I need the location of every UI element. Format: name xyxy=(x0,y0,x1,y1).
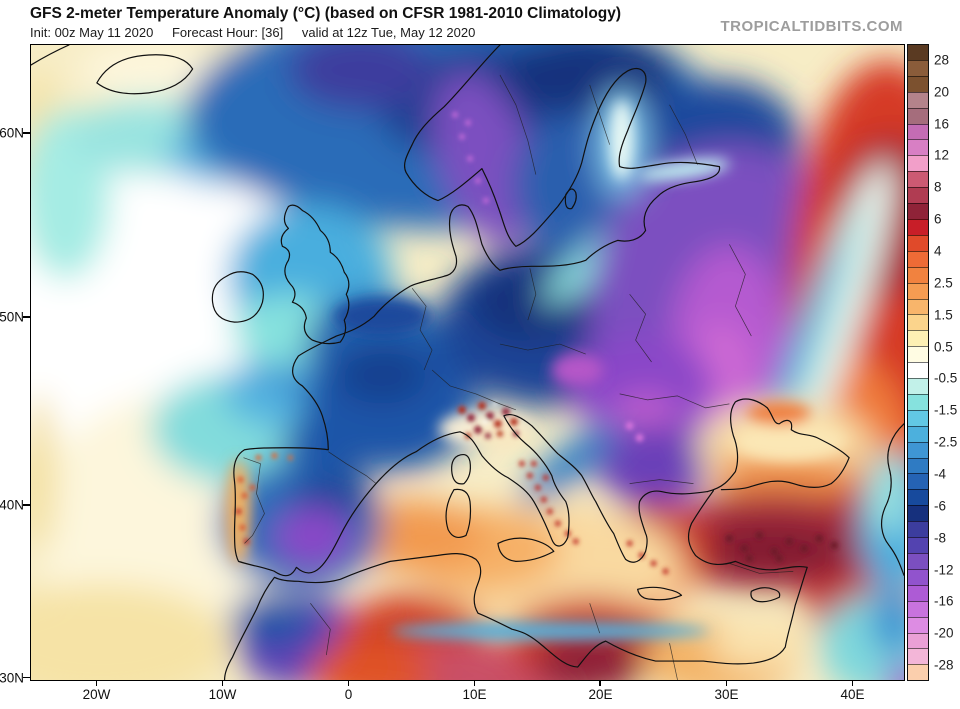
colorbar-segment xyxy=(908,521,928,538)
colorbar-segment xyxy=(908,568,928,585)
colorbar-segment xyxy=(908,45,928,60)
colorbar-segment xyxy=(908,155,928,172)
colorbar-tick-label: 16 xyxy=(934,116,950,132)
colorbar-segment xyxy=(908,489,928,506)
colorbar-tick-label: 12 xyxy=(934,147,950,163)
anomaly-map-canvas xyxy=(31,45,904,680)
colorbar-segment xyxy=(908,330,928,347)
colorbar-segment xyxy=(908,298,928,315)
colorbar-segment xyxy=(908,632,928,649)
valid-time: valid at 12z Tue, May 12 2020 xyxy=(301,25,476,40)
colorbar-segment xyxy=(908,425,928,442)
lat-label: 50N xyxy=(0,309,24,325)
colorbar-segment xyxy=(908,171,928,188)
colorbar-segment xyxy=(908,393,928,410)
lon-tick xyxy=(599,681,601,686)
colorbar-segment xyxy=(908,648,928,665)
lon-label: 30E xyxy=(714,687,739,702)
colorbar-tick-label: -1.5 xyxy=(934,402,958,418)
colorbar-segment xyxy=(908,553,928,569)
colorbar-segment xyxy=(908,187,928,204)
colorbar-segment xyxy=(908,218,928,235)
colorbar-tick-label: -28 xyxy=(934,657,954,673)
lat-label: 30N xyxy=(0,670,24,686)
run-info: Init: 00z May 11 2020 Forecast Hour: [36… xyxy=(30,25,490,40)
lat-label: 60N xyxy=(0,125,24,141)
colorbar-tick-label: 20 xyxy=(934,84,950,100)
colorbar-tick-label: -4 xyxy=(934,466,947,482)
colorbar-tick-label: 1.5 xyxy=(934,307,953,323)
lon-label: 20E xyxy=(588,687,613,702)
lon-tick xyxy=(347,681,349,686)
lon-label: 40E xyxy=(840,687,865,702)
colorbar-segment xyxy=(908,378,928,394)
colorbar-segment xyxy=(908,584,928,601)
colorbar-tick-label: 4 xyxy=(934,243,942,259)
colorbar-segments xyxy=(907,44,929,681)
colorbar-segment xyxy=(908,75,928,92)
lat-tick xyxy=(23,316,30,318)
map-frame xyxy=(30,44,905,681)
colorbar-segment xyxy=(908,282,928,299)
page-title: GFS 2-meter Temperature Anomaly (°C) (ba… xyxy=(30,5,622,22)
lat-tick xyxy=(23,676,30,679)
lon-tick xyxy=(851,681,853,686)
colorbar-segment xyxy=(908,537,928,553)
colorbar-segment xyxy=(908,107,928,124)
colorbar-tick-label: 6 xyxy=(934,211,942,227)
colorbar-tick-label: 0.5 xyxy=(934,339,953,355)
colorbar-tick-label: -12 xyxy=(934,562,954,578)
lon-tick xyxy=(725,681,727,686)
colorbar-tick-label: 28 xyxy=(934,52,950,68)
lon-tick xyxy=(95,681,97,686)
colorbar-segment xyxy=(908,234,928,251)
colorbar-tick-label: -0.5 xyxy=(934,370,958,386)
lon-label: 10W xyxy=(208,687,237,702)
colorbar-segment xyxy=(908,203,928,219)
colorbar-segment xyxy=(908,362,928,379)
colorbar-segment xyxy=(908,664,928,681)
colorbar-tick-label: -2.5 xyxy=(934,434,958,450)
init-time: Init: 00z May 11 2020 xyxy=(30,25,154,40)
lon-label: 10E xyxy=(462,687,487,702)
colorbar-tick-label: -6 xyxy=(934,498,947,514)
colorbar-segment xyxy=(908,457,928,474)
colorbar-tick-label: -16 xyxy=(934,593,954,609)
colorbar-tick-label: 2.5 xyxy=(934,275,953,291)
colorbar-segment xyxy=(908,91,928,108)
lon-label: 20W xyxy=(82,687,111,702)
colorbar-segment xyxy=(908,600,928,617)
colorbar-labels: 28 20 16 12 8 6 4 2.5 1.5 0.5 -0.5 -1.5 -2.5 -4 -6 -8 -1… xyxy=(934,44,960,681)
colorbar-segment xyxy=(908,139,928,156)
colorbar-tick-label: -8 xyxy=(934,530,947,546)
forecast-hour: Forecast Hour: [36] xyxy=(171,25,284,40)
colorbar-segment xyxy=(908,505,928,522)
colorbar-segment xyxy=(908,59,928,76)
colorbar-segment xyxy=(908,314,928,331)
lat-label: 40N xyxy=(0,497,24,513)
colorbar-segment xyxy=(908,441,928,458)
colorbar-segment xyxy=(908,266,928,283)
colorbar-tick-label: 8 xyxy=(934,179,942,195)
colorbar-segment xyxy=(908,346,928,363)
colorbar-segment xyxy=(908,616,928,633)
colorbar-segment xyxy=(908,473,928,490)
lat-tick xyxy=(23,504,30,506)
colorbar-tick-label: -20 xyxy=(934,625,954,641)
lon-label: 0 xyxy=(344,687,353,702)
colorbar-segment xyxy=(908,123,928,140)
site-watermark: TROPICALTIDBITS.COM xyxy=(720,18,903,35)
colorbar-segment xyxy=(908,250,928,267)
lat-tick xyxy=(23,132,30,134)
lon-tick xyxy=(473,681,475,686)
lon-tick xyxy=(221,681,223,686)
colorbar-segment xyxy=(908,409,928,426)
